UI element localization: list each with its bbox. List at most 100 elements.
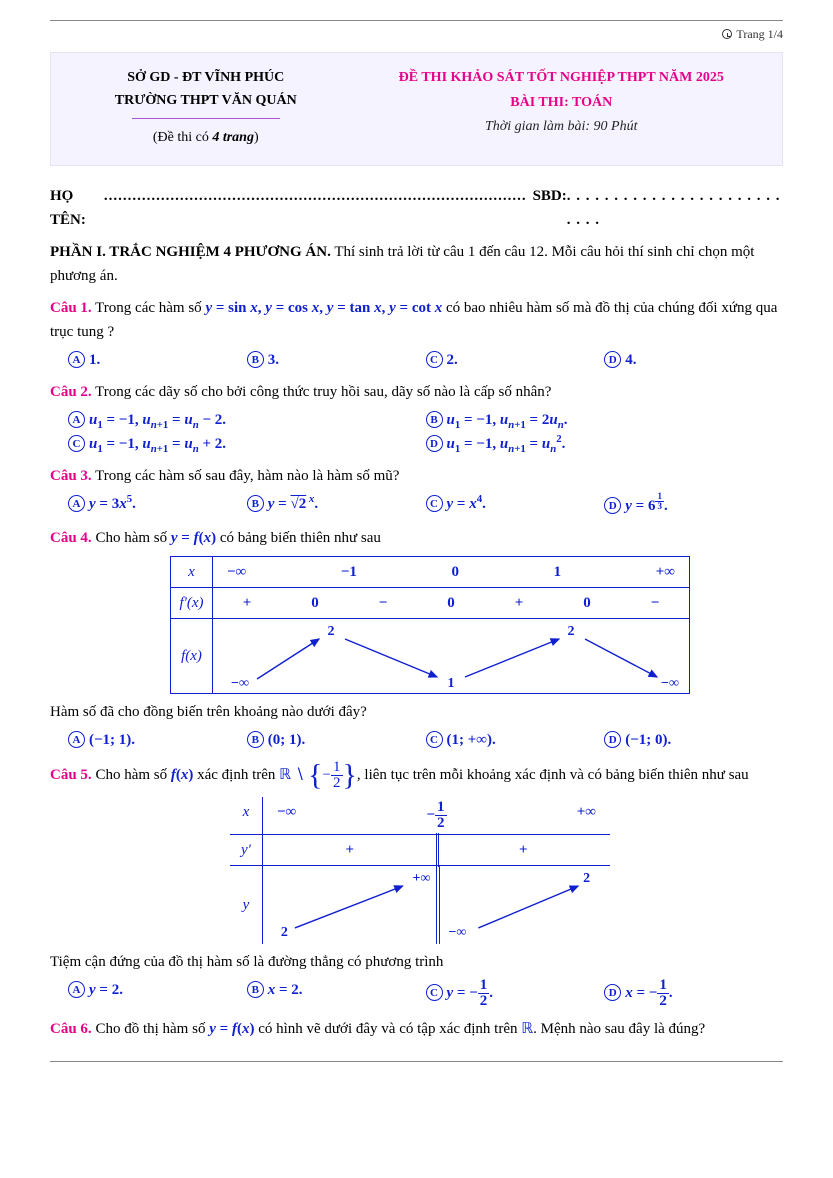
q5-label: Câu 5. [50, 767, 92, 783]
vt-x-4: +∞ [656, 560, 675, 584]
page-number-text: Trang 1/4 [736, 27, 783, 41]
q2-label: Câu 2. [50, 384, 92, 400]
circle-d-icon: D [604, 351, 621, 368]
q5-after: Tiệm cận đứng của đồ thị hàm số là đường… [50, 950, 783, 974]
circle-c-icon: C [426, 984, 443, 1001]
vt-x-label: x [171, 557, 213, 587]
page-indicator: Trang 1/4 [50, 23, 783, 52]
q1-t1: Trong các hàm số [92, 300, 206, 316]
name-row: HỌ TÊN: ................................… [50, 184, 783, 232]
q5-fnum: 1 [331, 760, 343, 775]
arrows-svg: 2 2 −∞ 1 −∞ [213, 619, 689, 693]
q2-b-math: u1 = −1, un+1 = 2un. [447, 412, 568, 428]
circle-d-icon: D [426, 435, 443, 452]
fx-val-ninf1: −∞ [231, 676, 249, 691]
vt2-yp-label: y′ [230, 835, 262, 865]
vt-x-0: −∞ [227, 560, 246, 584]
q3-opt-b: By = √2 x. [247, 492, 426, 518]
q3-a-math: y = 3x5. [89, 496, 136, 512]
exam-header: SỞ GD - ĐT VĨNH PHÚC TRƯỜNG THPT VĂN QUÁ… [50, 52, 783, 166]
pages-note: (Đề thi có 4 trang) [71, 127, 340, 149]
q5-b-math: x = 2. [268, 982, 303, 998]
q4-variation-table: x −∞ −1 0 1 +∞ f′(x) + 0 − 0 + 0 − f(x) [170, 556, 690, 694]
y-pinf: +∞ [413, 871, 431, 886]
vt-x-3: 1 [554, 560, 562, 584]
exam-page: Trang 1/4 SỞ GD - ĐT VĨNH PHÚC TRƯỜNG TH… [0, 0, 833, 1102]
section1: PHẦN I. TRẮC NGHIỆM 4 PHƯƠNG ÁN. Thí sin… [50, 240, 783, 288]
circle-c-icon: C [426, 495, 443, 512]
q6-t1: Cho đồ thị hàm số [92, 1021, 210, 1037]
section1-title: PHẦN I. TRẮC NGHIỆM 4 PHƯƠNG ÁN. [50, 244, 331, 260]
circle-b-icon: B [247, 351, 264, 368]
y-2a: 2 [583, 871, 590, 886]
q1-options: A1. B3. C2. D4. [50, 348, 783, 372]
fx-val-ninf2: −∞ [661, 676, 679, 691]
q3-b-math: y = √2 x. [268, 496, 318, 512]
name-label: HỌ TÊN: [50, 184, 104, 232]
vt2-row-y: y +∞ 2 2 −∞ [230, 866, 610, 944]
fx-val-2b: 2 [568, 624, 575, 639]
vt-row-fx: f(x) 2 2 −∞ 1 −∞ [171, 619, 689, 693]
vt2-mid-num: 1 [435, 800, 447, 815]
q2-d-math: u1 = −1, un+1 = un2. [447, 436, 566, 452]
circle-d-icon: D [604, 731, 621, 748]
vt2-yp-1: + [437, 838, 611, 862]
circle-a-icon: A [68, 411, 85, 428]
circle-a-icon: A [68, 981, 85, 998]
q2-opt-a: Au1 = −1, un+1 = un − 2. [68, 408, 426, 432]
q3-opt-d: Dy = 613. [604, 492, 783, 518]
vt-fp-1: 0 [281, 591, 349, 615]
y-2b: 2 [281, 925, 288, 940]
q6-formula: y = f(x) [209, 1021, 254, 1037]
circle-d-icon: D [604, 497, 621, 514]
y-ninf: −∞ [448, 925, 466, 940]
question-3: Câu 3. Trong các hàm số sau đây, hàm nào… [50, 464, 783, 488]
vt-fp-5: 0 [553, 591, 621, 615]
q3-opt-c: Cy = x4. [426, 492, 605, 518]
q5-t2: xác định trên [193, 767, 279, 783]
q5-t3: , liên tục trên mỗi khoảng xác định và c… [357, 767, 749, 783]
q4-opt-b: B(0; 1). [247, 728, 426, 752]
circle-c-icon: C [68, 435, 85, 452]
question-5: Câu 5. Cho hàm số f(x) xác định trên ℝ ∖… [50, 760, 783, 791]
vt-x-values: −∞ −1 0 1 +∞ [213, 557, 689, 587]
q5-t1: Cho hàm số [92, 767, 171, 783]
vt-fp-label: f′(x) [171, 588, 213, 618]
q5-c-math: y = −12. [447, 985, 494, 1001]
vt2-x-0: −∞ [277, 800, 296, 831]
vt2-y-label: y [230, 866, 262, 944]
q6-label: Câu 6. [50, 1021, 92, 1037]
vt-fp-6: − [621, 591, 689, 615]
q1-formula: y = sin x, y = cos x, y = tan x, y = cot… [205, 300, 442, 316]
q5-fx: f(x) [171, 767, 194, 783]
circle-a-icon: A [68, 351, 85, 368]
vt2-row-x: x −∞ −12 +∞ [230, 797, 610, 835]
q1-opt-b: B3. [247, 348, 426, 372]
question-2: Câu 2. Trong các dãy số cho bởi công thứ… [50, 380, 783, 404]
bottom-rule [50, 1061, 783, 1062]
q4-opt-d: D(−1; 0). [604, 728, 783, 752]
vt-fp-3: 0 [417, 591, 485, 615]
vt2-x-2: +∞ [577, 800, 596, 831]
q4-c-text: (1; +∞). [447, 732, 496, 748]
q1-opt-a: A1. [68, 348, 247, 372]
exam-title: ĐỀ THI KHẢO SÁT TỐT NGHIỆP THPT NĂM 2025 [360, 67, 762, 89]
sbd-dots: . . . . . . . . . . . . . . . . . . . . … [567, 184, 783, 232]
q4-formula: y = f(x) [171, 530, 216, 546]
circle-d-icon: D [604, 984, 621, 1001]
q2-options: Au1 = −1, un+1 = un − 2. Bu1 = −1, un+1 … [50, 408, 783, 456]
q1-b-text: 3. [268, 352, 279, 368]
q1-d-text: 4. [625, 352, 636, 368]
q5-set: {−12} [308, 767, 357, 783]
fx-val-1: 1 [448, 676, 455, 691]
q2-text: Trong các dãy số cho bởi công thức truy … [92, 384, 552, 400]
q3-c-math: y = x4. [447, 496, 486, 512]
vt2-x-label: x [230, 797, 262, 834]
circle-a-icon: A [68, 731, 85, 748]
circle-c-icon: C [426, 731, 443, 748]
q5-opt-c: Cy = −12. [426, 978, 605, 1009]
vt2-x-values: −∞ −12 +∞ [262, 797, 610, 834]
vt-x-2: 0 [452, 560, 460, 584]
vt-row-x: x −∞ −1 0 1 +∞ [171, 557, 689, 588]
vt-fp-2: − [349, 591, 417, 615]
